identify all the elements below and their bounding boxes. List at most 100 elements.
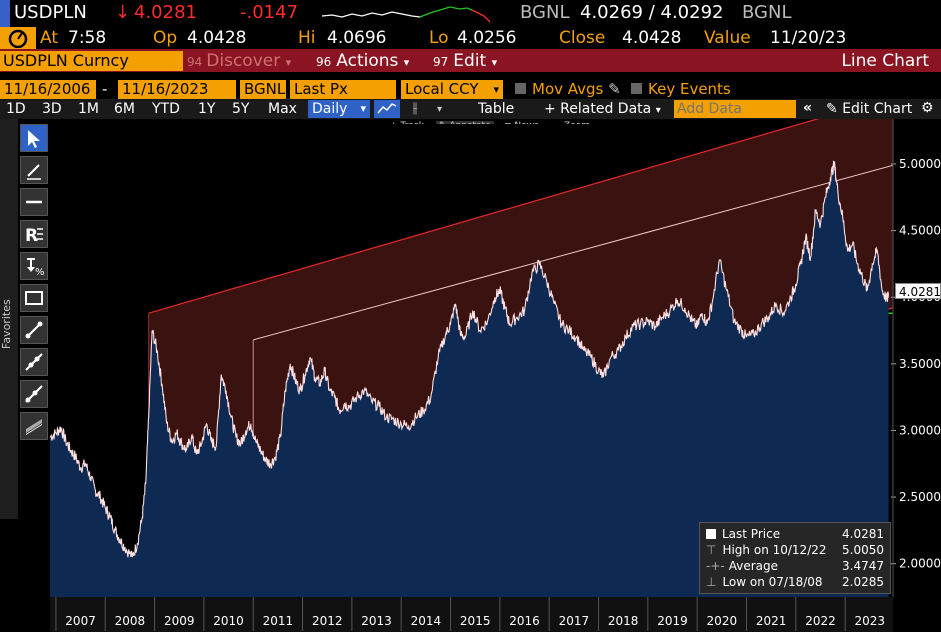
ask-source: BGNL — [742, 2, 792, 23]
period-1y[interactable]: 1Y — [198, 101, 216, 117]
y-tick-label: 4.5000 — [899, 224, 941, 238]
period-3d[interactable]: 3D — [42, 101, 62, 117]
x-tick-label: 2014 — [411, 614, 442, 628]
y-tick-label: 3.5000 — [899, 357, 941, 371]
low-label: Lo — [429, 28, 449, 48]
y-tick-label: 3.0000 — [899, 423, 941, 437]
cursor-tool[interactable] — [20, 124, 48, 152]
legend-last-value: 4.0281 — [842, 527, 884, 541]
trend-line-tool[interactable] — [20, 316, 48, 344]
y-tick-label: 2.0000 — [899, 557, 941, 571]
x-tick-label: 2022 — [805, 614, 836, 628]
rectangle-tool[interactable] — [20, 284, 48, 312]
checkbox[interactable] — [631, 83, 642, 94]
checkbox[interactable] — [515, 83, 526, 94]
fibonacci-tool[interactable]: % — [20, 252, 48, 280]
trend-line-2-tool[interactable] — [20, 380, 48, 408]
edit-menu[interactable]: 97 Edit ▾ — [433, 51, 497, 71]
source-field[interactable]: BGNL — [240, 80, 286, 99]
parallel-tool[interactable] — [20, 412, 48, 440]
edit-chart-button[interactable]: ✎ Edit Chart — [826, 100, 912, 118]
menu-bar: USDPLN Curncy 94 Discover ▾ 96 Actions ▾ 9… — [0, 49, 941, 72]
legend-avg-label: Average — [728, 559, 778, 573]
ticker-bar: USDPLN ↓ 4.0281 -.0147 BGNL 4.0269 / 4.0… — [0, 0, 941, 27]
x-tick-label: 2015 — [460, 614, 491, 628]
pencil-icon[interactable]: ✎ — [608, 80, 621, 98]
x-tick-label: 2017 — [559, 614, 590, 628]
bid-source: BGNL — [520, 2, 570, 23]
period-6m[interactable]: 6M — [114, 101, 135, 117]
period-5y[interactable]: 5Y — [232, 101, 250, 117]
chart-legend[interactable]: Last Price 4.0281 ⊤ High on 10/12/22 5.00… — [699, 522, 891, 594]
pen-tool[interactable] — [20, 156, 48, 184]
gear-icon[interactable]: ⚙ — [921, 100, 934, 116]
start-date-field[interactable]: 11/16/2006 — [0, 80, 96, 99]
quote-bar: At 7:58 Op 4.0428 Hi 4.0696 Lo 4.0256 Cl… — [0, 27, 941, 49]
legend-low-value: 2.0285 — [842, 575, 884, 589]
actions-label: Actions — [336, 51, 399, 71]
x-tick-label: 2018 — [608, 614, 639, 628]
collapse-icon[interactable]: « — [803, 100, 813, 116]
legend-low-label: Low on 07/18/08 — [722, 575, 823, 589]
annotation-style-button[interactable]: ▾ — [437, 100, 463, 118]
period-1d[interactable]: 1D — [6, 101, 26, 117]
channel-icon — [25, 353, 43, 371]
discover-menu[interactable]: 94 Discover ▾ — [187, 51, 292, 71]
mid-channel-line — [253, 164, 894, 341]
actions-menu[interactable]: 96 Actions ▾ — [316, 51, 409, 71]
average-marker-icon: -+- — [706, 559, 725, 573]
favorites-strip[interactable]: Favorites — [0, 119, 18, 519]
x-tick-label: 2013 — [361, 614, 392, 628]
related-data-dropdown[interactable]: + Related Data ▾ — [544, 100, 661, 120]
line-chart-icon — [377, 103, 397, 114]
high-value: 4.0696 — [327, 28, 387, 48]
horizontal-line-tool[interactable] — [20, 188, 48, 216]
regression-tool[interactable]: R — [20, 220, 48, 248]
open-value: 4.0428 — [187, 28, 247, 48]
chevron-down-icon: ▾ — [491, 56, 498, 69]
x-tick-label: 2007 — [65, 614, 96, 628]
open-label: Op — [153, 28, 178, 48]
frequency-dropdown[interactable]: Daily ▾ — [308, 100, 370, 118]
period-ytd[interactable]: YTD — [152, 101, 180, 117]
value-date: 11/20/23 — [770, 28, 847, 48]
intraday-sparkline — [322, 6, 491, 23]
channel-tool[interactable] — [20, 348, 48, 376]
rectangle-icon — [25, 291, 43, 305]
cursor-icon — [28, 130, 40, 148]
quote-time: 7:58 — [68, 28, 107, 48]
mov-avgs-toggle[interactable]: Mov Avgs ✎ — [511, 80, 625, 99]
currency-selector[interactable]: Local CCY ▾ — [401, 80, 503, 99]
key-events-toggle[interactable]: Key Events — [627, 80, 735, 99]
value-label: Value — [704, 28, 751, 48]
end-date-field[interactable]: 11/16/2023 — [118, 80, 236, 99]
price-chart[interactable]: 5.00004.50004.00003.50003.00002.50002.00… — [0, 119, 941, 632]
chevron-down-icon: ▾ — [403, 56, 410, 69]
x-tick-label: 2023 — [855, 614, 886, 628]
table-button[interactable]: Table — [478, 101, 515, 117]
high-label: Hi — [298, 28, 316, 48]
chevron-down-icon: ▾ — [437, 104, 443, 115]
x-tick-label: 2008 — [115, 614, 146, 628]
field-selector[interactable]: Last Px — [290, 80, 396, 99]
low-value: 4.0256 — [457, 28, 517, 48]
at-label: At — [40, 28, 58, 48]
y-tick-label: 5.0000 — [899, 157, 941, 171]
period-1m[interactable]: 1M — [78, 101, 99, 117]
last-price: 4.0281 — [134, 2, 197, 23]
key-events-label: Key Events — [648, 80, 731, 98]
legend-low: ⊥ Low on 07/18/08 2.0285 — [706, 575, 884, 591]
security-field[interactable]: USDPLN Curncy — [0, 51, 183, 71]
chart-type-button[interactable] — [374, 100, 400, 118]
add-data-input[interactable] — [674, 100, 796, 118]
price-line — [49, 160, 890, 558]
legend-swatch — [706, 529, 716, 539]
security-color-marker — [0, 0, 10, 27]
period-max[interactable]: Max — [268, 101, 297, 117]
edit-label: Edit — [453, 51, 487, 71]
x-axis: 2007 2008 2009 2010 2011 2012 2013 2014 2015 2016… — [55, 597, 886, 631]
x-tick-label: 2010 — [213, 614, 244, 628]
legend-high-label: High on 10/12/22 — [722, 543, 827, 557]
bar-style-button[interactable]: ⫲ — [402, 100, 428, 118]
bid-ask: 4.0269 / 4.0292 — [580, 2, 724, 23]
